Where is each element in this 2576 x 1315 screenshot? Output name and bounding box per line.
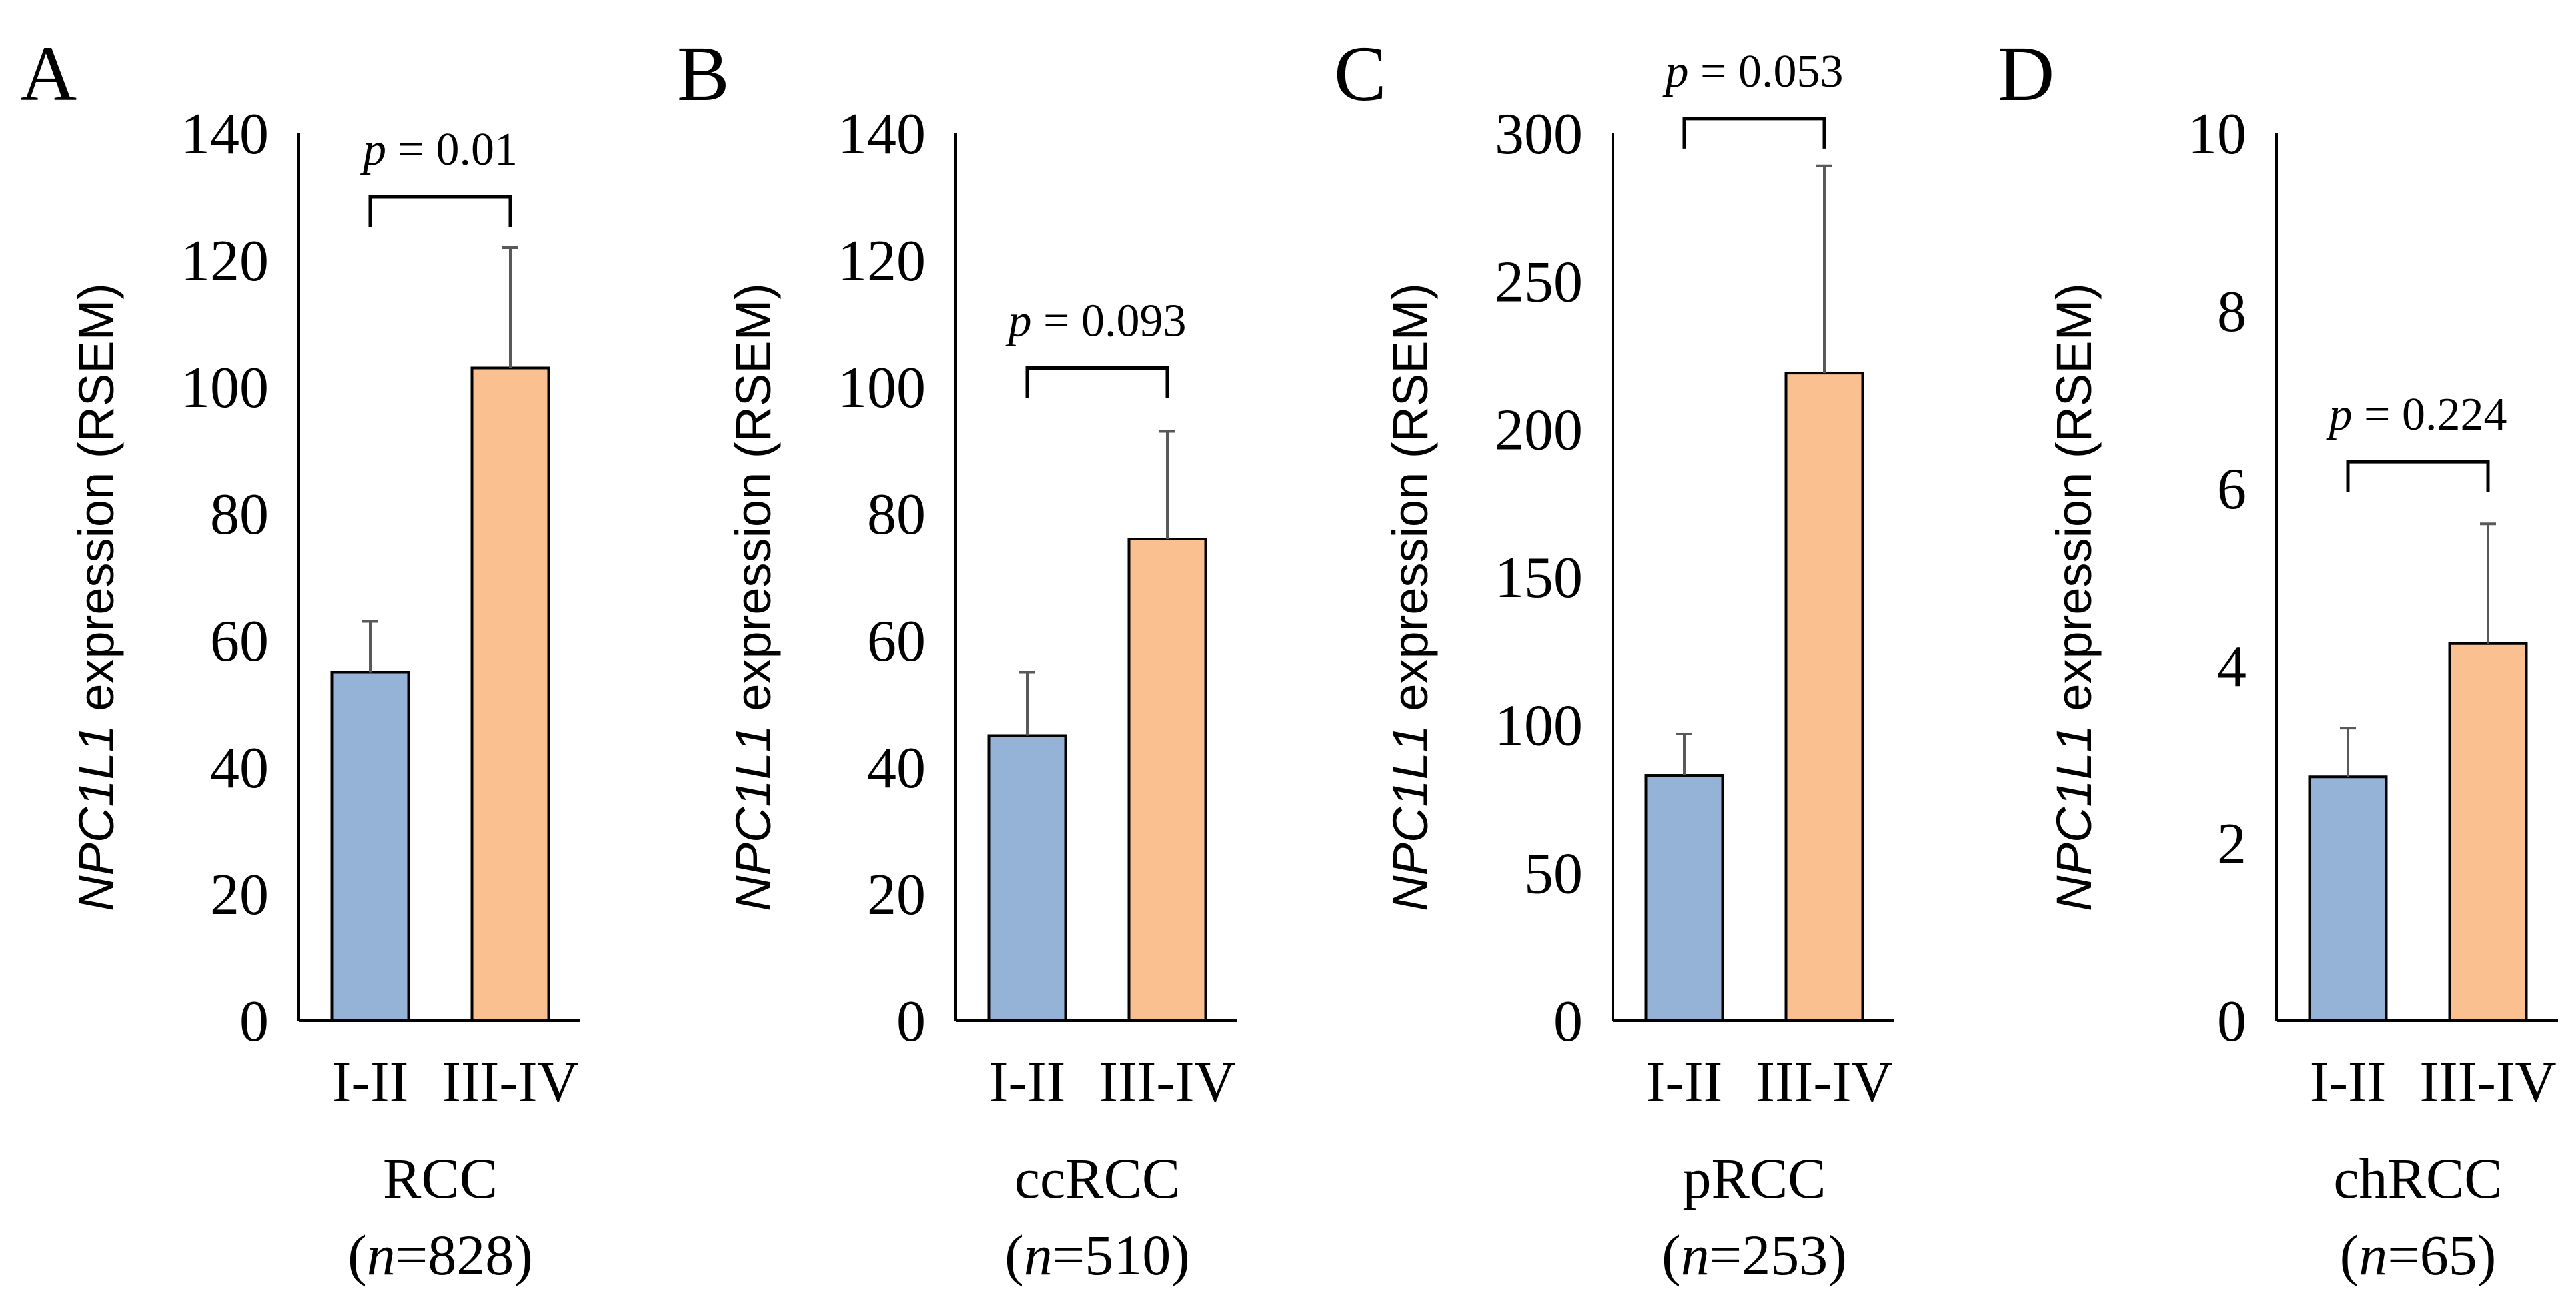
- y-tick-label: 2: [2217, 812, 2246, 877]
- y-tick-label: 0: [239, 989, 269, 1054]
- y-tick-label: 8: [2217, 280, 2246, 344]
- sample-size-label: (n=253): [1662, 1223, 1847, 1287]
- panel-label: D: [1998, 30, 2054, 117]
- y-tick-label: 80: [867, 482, 926, 547]
- y-tick-label: 50: [1524, 841, 1583, 906]
- y-tick-label: 6: [2217, 457, 2246, 522]
- panel-d: D 0 2 4 6 8 10 NPC1L1 expression (RSEM) I-II III-…: [1998, 30, 2558, 1287]
- bar-2: [1784, 372, 1864, 1022]
- y-tick-label: 150: [1495, 546, 1583, 610]
- y-tick-label: 0: [2217, 989, 2246, 1054]
- y-tick-label: 40: [210, 736, 269, 801]
- y-tick-label: 0: [896, 989, 926, 1054]
- y-tick-label: 200: [1495, 398, 1583, 462]
- x-tick-label: I-II: [989, 1049, 1066, 1114]
- x-tick-label: I-II: [2310, 1049, 2387, 1114]
- y-tick-label: 20: [210, 863, 269, 927]
- y-tick-label: 100: [838, 356, 926, 420]
- x-tick-label: III-IV: [1756, 1049, 1892, 1114]
- p-value-label: p = 0.053: [1662, 46, 1844, 97]
- cohort-label: pRCC: [1682, 1146, 1826, 1210]
- x-tick-label: III-IV: [1099, 1049, 1235, 1114]
- y-tick-label: 100: [181, 356, 269, 420]
- sample-size-label: (n=510): [1005, 1223, 1190, 1287]
- panel-b: B 0 20 40 60 80 100 120 140 NPC1L1 expression (RS…: [677, 30, 1237, 1287]
- p-value-label: p = 0.01: [360, 124, 518, 175]
- y-tick-label: 60: [867, 609, 926, 674]
- cohort-label: chRCC: [2333, 1146, 2502, 1210]
- y-tick-label: 120: [181, 229, 269, 294]
- bar-2: [1127, 538, 1207, 1022]
- y-axis-title: NPC1L1 expression (RSEM): [1383, 283, 1438, 911]
- y-tick-label: 10: [2188, 102, 2246, 167]
- panel-c: C 0 50 100 150 200 250 300 NPC1L1 expression (RS…: [1334, 30, 1894, 1287]
- y-tick-label: 4: [2217, 634, 2246, 699]
- y-tick-label: 20: [867, 863, 926, 927]
- sample-size-label: (n=828): [348, 1223, 533, 1287]
- p-value-label: p = 0.093: [1005, 296, 1187, 347]
- y-axis-title: NPC1L1 expression (RSEM): [69, 283, 124, 911]
- bar-1: [2308, 775, 2388, 1022]
- y-tick-label: 140: [838, 102, 926, 167]
- y-tick-label: 60: [210, 609, 269, 674]
- significance-bracket: [368, 195, 512, 227]
- y-tick-label: 0: [1553, 989, 1583, 1054]
- x-tick-label: I-II: [1646, 1049, 1723, 1114]
- bar-2: [2448, 642, 2528, 1022]
- y-tick-label: 100: [1495, 694, 1583, 759]
- sample-size-label: (n=65): [2340, 1223, 2497, 1287]
- bar-1: [987, 734, 1067, 1022]
- significance-bracket: [1025, 366, 1169, 398]
- x-tick-label: III-IV: [2419, 1049, 2556, 1114]
- panel-label: C: [1334, 30, 1387, 117]
- panel-label: A: [20, 30, 77, 117]
- cohort-label: RCC: [383, 1146, 498, 1210]
- bar-1: [330, 671, 410, 1022]
- p-value-label: p = 0.224: [2326, 389, 2507, 440]
- significance-bracket: [2346, 460, 2490, 492]
- y-tick-label: 80: [210, 482, 269, 547]
- y-tick-label: 40: [867, 736, 926, 801]
- y-axis-title: NPC1L1 expression (RSEM): [2046, 283, 2102, 911]
- y-tick-label: 300: [1495, 102, 1583, 167]
- x-tick-label: I-II: [332, 1049, 409, 1114]
- panel-label: B: [677, 30, 730, 117]
- bar-1: [1644, 774, 1724, 1022]
- y-axis-title: NPC1L1 expression (RSEM): [726, 283, 781, 911]
- cohort-label: ccRCC: [1015, 1146, 1180, 1210]
- y-tick-label: 140: [181, 102, 269, 167]
- panel-a: A 0 20 40 60 80 100 120 140 NPC1L1 expression (RS…: [20, 30, 580, 1287]
- significance-bracket: [1682, 117, 1826, 149]
- bar-2: [470, 366, 550, 1022]
- y-tick-label: 120: [838, 229, 926, 294]
- y-tick-label: 250: [1495, 250, 1583, 315]
- x-tick-label: III-IV: [442, 1049, 578, 1114]
